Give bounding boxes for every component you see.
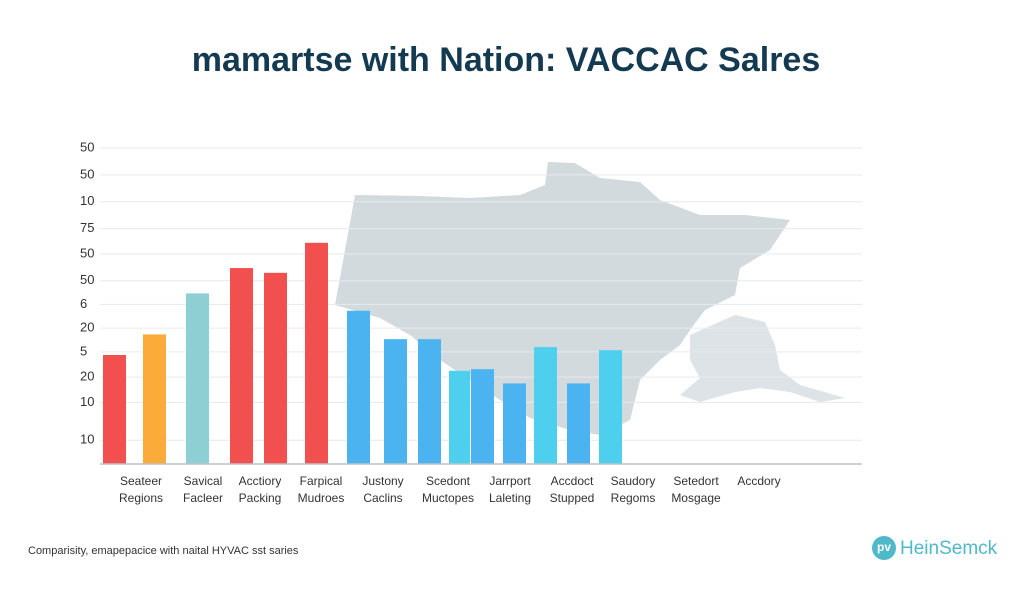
x-tick-label: Mosgage: [671, 491, 721, 505]
y-tick-label: 50: [80, 166, 94, 181]
x-tick-label: Muctopes: [422, 491, 474, 505]
bar: [143, 334, 166, 464]
y-tick-label: 75: [80, 220, 94, 235]
y-tick-label: 10: [80, 394, 94, 409]
y-tick-label: 6: [80, 296, 87, 311]
brand-icon-bg: [872, 536, 896, 560]
x-tick-label: Scedont: [426, 474, 471, 488]
y-tick-label: 20: [80, 369, 94, 384]
x-tick-label: Farpical: [300, 474, 343, 488]
x-tick-label: Packing: [239, 491, 282, 505]
chart-title: mamartse with Nation: VACCAC Salres: [192, 41, 821, 79]
footnote: Comparisity, emapepacice with naital HYV…: [28, 545, 299, 557]
x-tick-label: Laleting: [489, 491, 531, 505]
x-tick-label: Justony: [362, 474, 403, 488]
x-tick-label: Seateer: [120, 474, 162, 488]
y-tick-label: 5: [80, 343, 87, 358]
brand: HeinSemck: [900, 538, 998, 559]
x-tick-label: Accdoct: [551, 474, 594, 488]
x-tick-label: Acctiory: [239, 474, 282, 488]
bar: [503, 383, 526, 464]
x-tick-label: Savical: [184, 474, 223, 488]
map-silhouette: [335, 162, 790, 435]
x-tick-label: Regoms: [611, 491, 656, 505]
map-alaska: [680, 315, 845, 402]
x-tick-label: Saudory: [611, 474, 656, 488]
bar: [534, 347, 557, 464]
bar: [347, 310, 370, 464]
bar: [305, 242, 328, 464]
y-tick-label: 20: [80, 320, 94, 335]
bar: [449, 370, 470, 464]
bar: [230, 268, 253, 464]
y-tick-label: 50: [80, 139, 94, 154]
x-tick-label: Accdory: [737, 474, 780, 488]
plot-area: 50 50 10 75 50 50 6 20 5 20 10 10 Seateer Regions Savi…: [80, 139, 862, 505]
brand-icon: pv: [877, 540, 891, 554]
bar: [567, 383, 590, 464]
y-tick-label: 50: [80, 245, 94, 260]
x-tick-label: Jarrport: [489, 474, 531, 488]
y-tick-label: 10: [80, 432, 94, 447]
x-tick-label: Mudroes: [298, 491, 345, 505]
x-tick-label: Setedort: [673, 474, 719, 488]
y-tick-label: 10: [80, 193, 94, 208]
bar: [418, 339, 441, 464]
bar: [103, 354, 126, 464]
x-tick-label: Caclins: [363, 491, 402, 505]
y-tick-label: 50: [80, 272, 94, 287]
bar: [384, 339, 407, 464]
bar: [471, 369, 494, 464]
bar: [264, 272, 287, 464]
bar: [599, 350, 622, 464]
bar: [186, 293, 209, 464]
x-tick-label: Regions: [119, 491, 163, 505]
x-tick-label: Stupped: [550, 491, 595, 505]
x-tick-label: Facleer: [183, 491, 223, 505]
